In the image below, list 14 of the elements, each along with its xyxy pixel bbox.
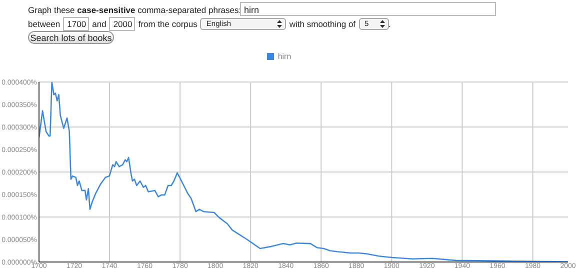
text: .: [388, 19, 391, 29]
text: case-sensitive: [77, 5, 136, 15]
text: comma-separated phrases:: [138, 5, 242, 15]
legend-label: hirn: [278, 52, 292, 61]
button: Search lots of books: [28, 31, 114, 44]
line-series: [39, 82, 568, 262]
text-field: 2000: [109, 17, 136, 31]
text: and: [92, 19, 106, 29]
text: from the corpus: [138, 19, 198, 29]
text: with smoothing of: [289, 19, 356, 29]
text-field: hirn: [240, 2, 496, 16]
text-field: 1700: [63, 17, 90, 31]
text: Graph these: [28, 5, 75, 15]
text: between: [28, 19, 60, 29]
